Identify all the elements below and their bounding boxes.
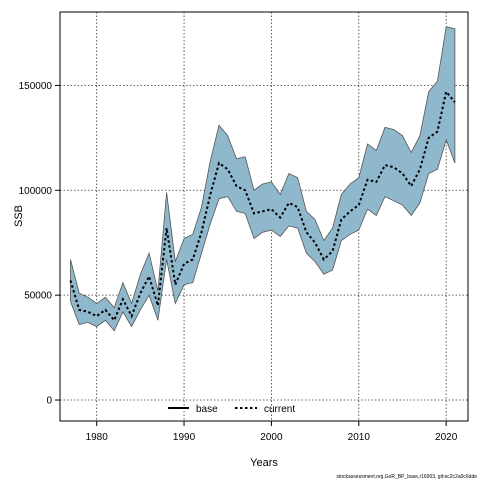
legend: base current	[168, 404, 295, 415]
x-tick-label: 1980	[86, 432, 109, 443]
y-tick-label: 100000	[19, 186, 53, 197]
y-tick-label: 50000	[24, 291, 52, 302]
legend-label-base: base	[196, 404, 218, 415]
x-tick-label: 2010	[348, 432, 371, 443]
x-tick-label: 1990	[173, 432, 196, 443]
y-tick-label: 150000	[19, 81, 53, 92]
confidence-band	[70, 26, 456, 332]
y-tick-label: 0	[46, 396, 52, 407]
legend-label-current: current	[264, 404, 295, 415]
x-axis-label: Years	[250, 457, 278, 469]
x-axis-ticks: 1980 1990 2000 2010 2020	[86, 421, 458, 443]
footer-credit: stockassessment.org,GoR_BP_base,r16963, …	[336, 474, 477, 480]
y-axis-label: SSB	[13, 205, 25, 227]
x-tick-label: 2020	[435, 432, 458, 443]
series-line-current	[69, 89, 456, 323]
plot-frame	[59, 11, 469, 422]
x-tick-label: 2000	[260, 432, 283, 443]
y-axis-ticks: 0 50000 100000 150000	[19, 81, 60, 407]
